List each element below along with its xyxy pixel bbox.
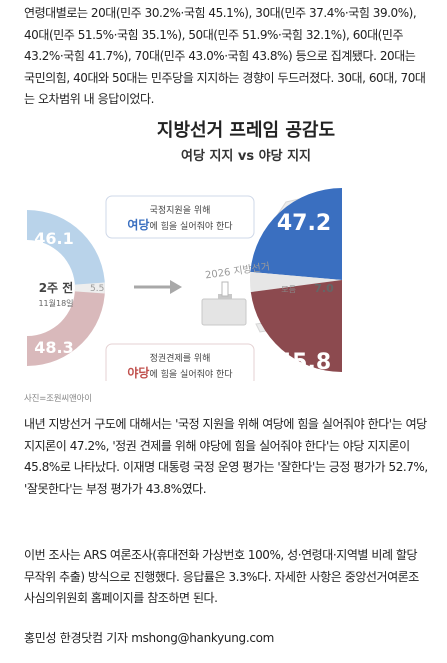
article-paragraph-3: 이번 조사는 ARS 여론조사(휴대전화 가상번호 100%, 성·연령대·지역… — [24, 548, 419, 605]
prev-opposition-value: 48.3 — [34, 338, 73, 357]
infographic-title: 지방선거 프레임 공감도 — [157, 120, 335, 141]
ballot-box-icon — [201, 281, 247, 326]
prev-undecided-value: 5.5 — [90, 284, 104, 294]
now-undecided-label: 모름 — [281, 285, 296, 294]
prev-undecided-slice — [74, 282, 106, 294]
now-opposition-slice — [250, 280, 342, 372]
ruling-label-box: 국정지원을 위해 여당에 힘을 실어줘야 한다 — [105, 195, 255, 239]
prev-opposition-slice — [27, 288, 105, 366]
opposition-label-rest: 에 힘을 실어줘야 한다 — [149, 369, 233, 380]
opposition-label-line1: 정권견제를 위해 — [150, 352, 211, 364]
current-poll-donut: 47.2 45.8 모름 7.0 — [250, 188, 342, 375]
opposition-party-word: 야당 — [127, 365, 149, 380]
ruling-label-line1: 국정지원을 위해 — [150, 205, 211, 216]
prev-date-label: 11월18일 — [38, 298, 73, 308]
photo-caption: 사진=조원씨앤아이 — [24, 394, 92, 404]
article-paragraph-1: 연령대별로는 20대(민주 30.2%·국힘 45.1%), 30대(민주 37… — [24, 6, 426, 106]
now-ruling-value: 47.2 — [277, 211, 331, 236]
opposition-label-box: 정권견제를 위해 야당에 힘을 실어줘야 한다 — [105, 343, 255, 387]
prev-ruling-value: 46.1 — [34, 229, 73, 248]
ruling-label-rest: 에 힘을 실어줘야 한다 — [149, 221, 233, 232]
infographic: 46.1 48.3 5.5 47.2 45.8 모름 7.0 지방선거 프레임 공감도 여… — [24, 116, 429, 387]
now-undecided-value: 7.0 — [314, 282, 334, 295]
frame-chart-svg: 46.1 48.3 5.5 47.2 45.8 모름 7.0 지방선거 프레임 공감도 여… — [27, 120, 342, 387]
article-paragraph-2: 내년 지방선거 구도에 대해서는 '국정 지원을 위해 여당에 힘을 실어줘야 … — [24, 417, 428, 496]
prev-ruling-slice — [27, 210, 105, 288]
now-undecided-slice — [250, 271, 342, 293]
arrow-icon — [134, 280, 182, 294]
prev-period-label: 2주 전 — [39, 280, 74, 295]
now-ruling-slice — [250, 188, 342, 280]
opposition-label-line2: 야당에 힘을 실어줘야 한다 — [127, 365, 233, 380]
infographic-subtitle: 여당 지지 vs 야당 지지 — [181, 148, 311, 164]
byline: 홍민성 한경닷컴 기자 mshong@hankyung.com — [24, 631, 275, 645]
ruling-party-word: 여당 — [127, 217, 149, 232]
now-opposition-value: 45.8 — [277, 350, 331, 375]
previous-poll-donut: 46.1 48.3 5.5 — [27, 210, 106, 366]
ruling-label-line2: 여당에 힘을 실어줘야 한다 — [127, 217, 233, 232]
